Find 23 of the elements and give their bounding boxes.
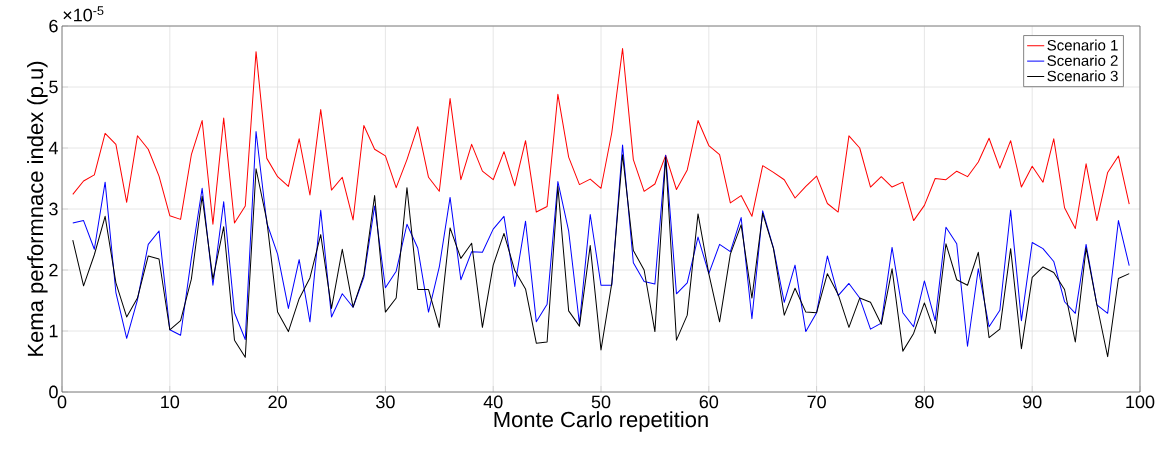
y-tick-label: 2 (49, 263, 58, 277)
x-tick-label: 80 (915, 395, 934, 409)
x-tick-label: 30 (376, 395, 395, 409)
y-tick-label: 4 (48, 141, 58, 155)
x-tick-label: 100 (1126, 395, 1155, 409)
x-tick-label: 70 (807, 395, 826, 409)
y-tick-label: 1 (49, 324, 58, 338)
text: ×10$^{-5}$ (63, 6, 104, 22)
x-tick-label: 40 (483, 395, 503, 409)
x-tick-label: 20 (268, 395, 287, 409)
y-axis-title: Kema performnace index (p.u) (27, 61, 48, 356)
legend-label: Scenario 1 (1047, 39, 1118, 51)
y-tick-label: 5 (49, 80, 58, 94)
legend-label: Scenario 3 (1047, 70, 1118, 82)
x-tick-label: 50 (591, 395, 611, 409)
x-tick-label: 90 (1023, 395, 1042, 409)
x-axis-title: Monte Carlo repetition (494, 411, 708, 432)
y-tick-label: 6 (49, 19, 58, 33)
x-tick-label: 10 (161, 395, 180, 409)
y-tick-label: 0 (49, 385, 58, 399)
legend-label: Scenario 2 (1047, 54, 1118, 66)
x-tick-label: 60 (699, 395, 719, 409)
y-tick-label: 3 (49, 202, 58, 216)
